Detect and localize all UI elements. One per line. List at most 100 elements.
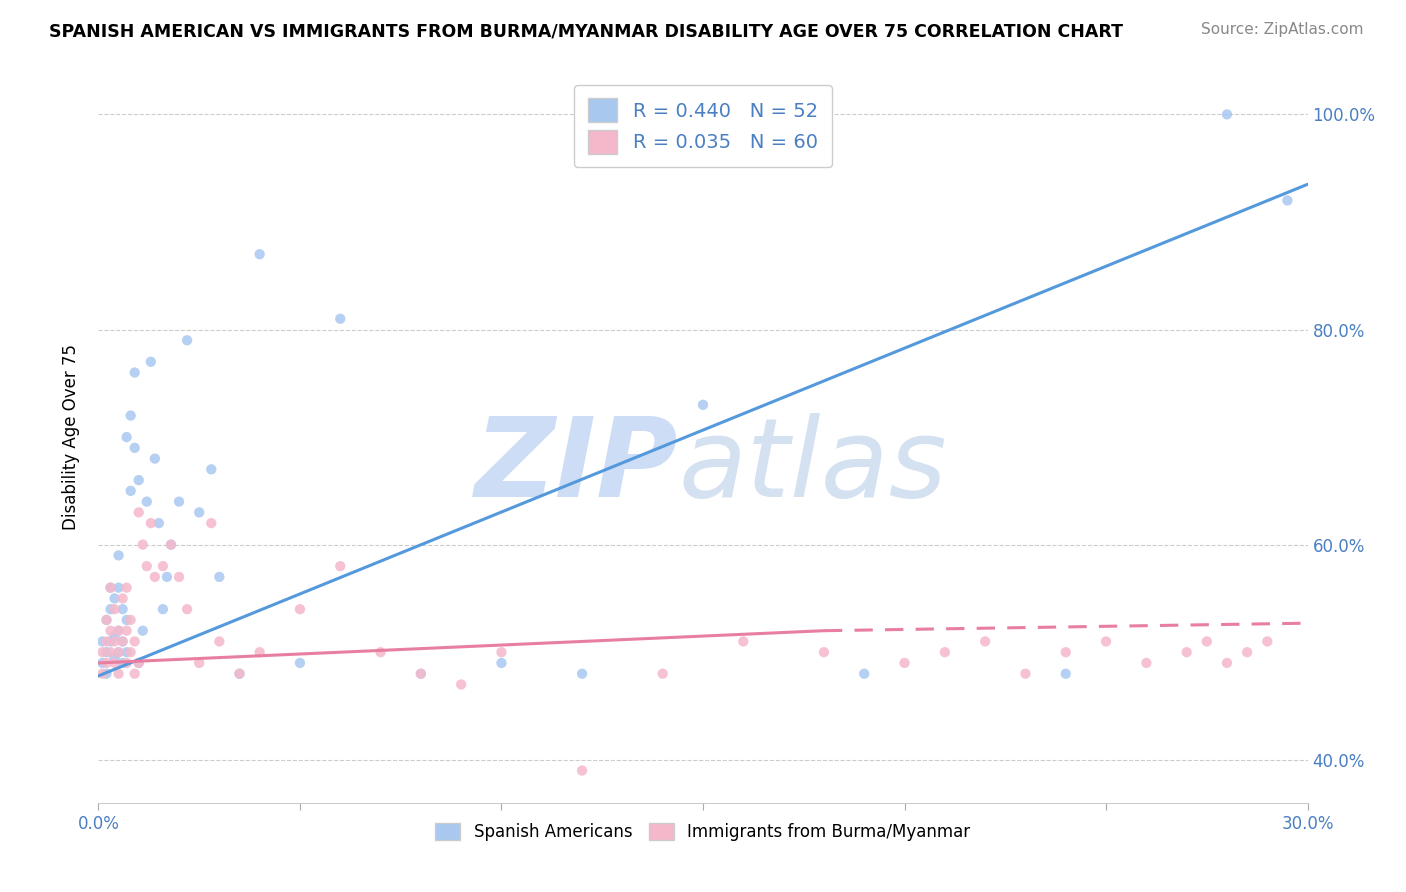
- Point: [115, 430, 138, 444]
- Point: [124, 666, 146, 681]
- Text: Source: ZipAtlas.com: Source: ZipAtlas.com: [1201, 22, 1364, 37]
- Point: [1095, 634, 1118, 648]
- Point: [124, 441, 146, 455]
- Point: [91, 666, 114, 681]
- Point: [934, 645, 956, 659]
- Point: [733, 634, 755, 648]
- Point: [692, 398, 714, 412]
- Point: [111, 602, 134, 616]
- Point: [1014, 666, 1036, 681]
- Point: [288, 602, 311, 616]
- Point: [200, 516, 222, 530]
- Point: [148, 516, 170, 530]
- Text: atlas: atlas: [679, 413, 948, 520]
- Point: [107, 549, 129, 563]
- Point: [115, 656, 138, 670]
- Point: [1135, 656, 1157, 670]
- Point: [160, 538, 183, 552]
- Point: [107, 581, 129, 595]
- Point: [100, 602, 122, 616]
- Point: [120, 409, 142, 423]
- Point: [974, 634, 997, 648]
- Point: [1195, 634, 1218, 648]
- Point: [115, 581, 138, 595]
- Point: [91, 656, 114, 670]
- Point: [124, 366, 146, 380]
- Point: [135, 559, 157, 574]
- Point: [115, 645, 138, 659]
- Point: [111, 634, 134, 648]
- Point: [1256, 634, 1278, 648]
- Point: [450, 677, 472, 691]
- Point: [1216, 107, 1239, 121]
- Point: [107, 645, 129, 659]
- Point: [96, 634, 118, 648]
- Point: [100, 624, 122, 638]
- Point: [188, 656, 211, 670]
- Point: [152, 602, 174, 616]
- Point: [156, 570, 179, 584]
- Legend: Spanish Americans, Immigrants from Burma/Myanmar: Spanish Americans, Immigrants from Burma…: [427, 814, 979, 849]
- Point: [152, 559, 174, 574]
- Point: [111, 591, 134, 606]
- Point: [208, 570, 231, 584]
- Y-axis label: Disability Age Over 75: Disability Age Over 75: [62, 344, 80, 530]
- Point: [139, 516, 162, 530]
- Point: [103, 591, 125, 606]
- Point: [103, 656, 125, 670]
- Point: [176, 333, 198, 347]
- Point: [96, 656, 118, 670]
- Point: [103, 602, 125, 616]
- Point: [91, 645, 114, 659]
- Point: [571, 666, 593, 681]
- Point: [1277, 194, 1299, 208]
- Point: [132, 538, 155, 552]
- Point: [96, 666, 118, 681]
- Point: [329, 311, 352, 326]
- Point: [200, 462, 222, 476]
- Point: [128, 656, 150, 670]
- Text: SPANISH AMERICAN VS IMMIGRANTS FROM BURMA/MYANMAR DISABILITY AGE OVER 75 CORRELA: SPANISH AMERICAN VS IMMIGRANTS FROM BURM…: [49, 22, 1123, 40]
- Point: [128, 473, 150, 487]
- Point: [120, 645, 142, 659]
- Point: [96, 613, 118, 627]
- Point: [143, 570, 166, 584]
- Point: [491, 645, 513, 659]
- Point: [249, 247, 271, 261]
- Point: [100, 581, 122, 595]
- Point: [107, 624, 129, 638]
- Point: [491, 656, 513, 670]
- Point: [176, 602, 198, 616]
- Point: [1216, 656, 1239, 670]
- Point: [571, 764, 593, 778]
- Point: [893, 656, 915, 670]
- Point: [167, 570, 190, 584]
- Point: [107, 624, 129, 638]
- Point: [128, 656, 150, 670]
- Point: [160, 538, 183, 552]
- Point: [167, 494, 190, 508]
- Point: [96, 613, 118, 627]
- Point: [100, 634, 122, 648]
- Point: [120, 613, 142, 627]
- Point: [1236, 645, 1258, 659]
- Point: [228, 666, 250, 681]
- Point: [91, 634, 114, 648]
- Point: [111, 656, 134, 670]
- Point: [111, 634, 134, 648]
- Point: [115, 624, 138, 638]
- Point: [107, 645, 129, 659]
- Point: [128, 505, 150, 519]
- Point: [288, 656, 311, 670]
- Point: [208, 634, 231, 648]
- Point: [228, 666, 250, 681]
- Point: [409, 666, 432, 681]
- Point: [103, 629, 125, 643]
- Point: [103, 650, 125, 665]
- Point: [100, 581, 122, 595]
- Point: [1175, 645, 1198, 659]
- Point: [853, 666, 876, 681]
- Point: [96, 645, 118, 659]
- Point: [135, 494, 157, 508]
- Point: [124, 634, 146, 648]
